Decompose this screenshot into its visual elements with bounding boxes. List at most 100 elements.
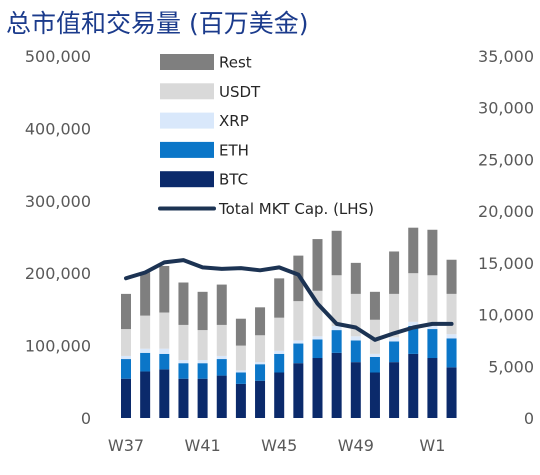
bar-rest-w49 — [350, 262, 361, 294]
bar-usdt-w48 — [331, 275, 342, 326]
bar-btc-w44 — [255, 380, 266, 418]
bar-rest-w44 — [255, 307, 266, 336]
legend-label-eth: ETH — [219, 141, 249, 159]
bar-usdt-w52 — [408, 273, 419, 322]
bar-xrp-w2 — [446, 334, 457, 339]
bar-btc-w50 — [369, 372, 380, 418]
left-tick-label: 400,000 — [25, 119, 91, 138]
bar-btc-w39 — [159, 369, 170, 418]
bar-rest-w1 — [427, 229, 438, 276]
bar-usdt-w43 — [235, 345, 246, 371]
legend-swatch-btc — [160, 171, 214, 188]
bar-btc-w43 — [235, 383, 246, 418]
bar-usdt-w45 — [274, 317, 285, 351]
bar-usdt-w37 — [121, 329, 131, 356]
bar-eth-w52 — [408, 325, 419, 354]
bar-eth-w49 — [350, 340, 361, 363]
bar-rest-w46 — [293, 255, 304, 302]
x-tick-label: W37 — [108, 436, 144, 455]
bar-eth-w48 — [331, 330, 342, 353]
bar-rest-w52 — [408, 227, 419, 274]
bar-xrp-w48 — [331, 325, 342, 331]
bar-xrp-w47 — [312, 336, 323, 340]
legend-label-xrp: XRP — [219, 112, 249, 130]
bar-rest-w40 — [178, 282, 189, 325]
bar-btc-w38 — [140, 371, 151, 418]
bar-xrp-w45 — [274, 350, 285, 354]
bar-xrp-w52 — [408, 321, 419, 326]
bar-rest-w42 — [216, 284, 227, 325]
bar-usdt-w41 — [197, 330, 208, 361]
bar-eth-w40 — [178, 363, 189, 379]
right-tick-label: 20,000 — [478, 202, 534, 221]
bar-usdt-w40 — [178, 324, 189, 361]
bars-layer — [121, 227, 457, 418]
bar-usdt-w2 — [446, 293, 457, 335]
bar-eth-w43 — [235, 372, 246, 384]
left-axis: 0 100,000 200,000 300,000 400,000 500,000 — [25, 47, 91, 428]
legend-label-total-mkt-cap-lhs: Total MKT Cap. (LHS) — [218, 200, 374, 218]
line-total-mkt-cap-lhs — [124, 258, 454, 342]
bar-usdt-w50 — [369, 319, 380, 354]
bar-xrp-w40 — [178, 360, 189, 364]
x-axis: W37 W41 W45 W49 W1 — [108, 436, 445, 455]
bar-eth-w47 — [312, 339, 323, 359]
bar-eth-w46 — [293, 343, 304, 364]
bar-usdt-w47 — [312, 290, 323, 337]
bar-rest-w48 — [331, 230, 342, 276]
legend: Rest USDT XRP ETH BTC Total MKT Cap. (LHS) — [158, 54, 374, 218]
left-tick-label: 200,000 — [25, 264, 91, 283]
bar-rest-w39 — [159, 265, 170, 313]
bar-xrp-w49 — [350, 336, 361, 341]
bar-xrp-w1 — [427, 325, 438, 330]
right-tick-label: 30,000 — [478, 99, 534, 118]
bar-eth-w38 — [140, 352, 151, 372]
bar-xrp-w51 — [389, 337, 400, 342]
legend-label-rest: Rest — [219, 54, 252, 72]
bar-rest-w37 — [121, 293, 131, 330]
bar-rest-w51 — [389, 251, 400, 294]
bar-eth-w44 — [255, 364, 266, 381]
bar-eth-w50 — [369, 356, 380, 373]
x-tick-label: W45 — [261, 436, 297, 455]
bar-btc-w1 — [427, 358, 438, 418]
bar-btc-w52 — [408, 353, 419, 418]
legend-label-usdt: USDT — [219, 83, 261, 101]
right-axis: 0 5,000 10,000 15,000 20,000 25,000 30,000 35,0… — [478, 47, 534, 428]
bar-rest-w50 — [369, 291, 380, 320]
bar-usdt-w39 — [159, 312, 170, 349]
bar-xrp-w39 — [159, 348, 170, 354]
bar-btc-w45 — [274, 372, 285, 418]
bar-eth-w45 — [274, 353, 285, 373]
bar-eth-w37 — [121, 359, 131, 379]
bar-btc-w40 — [178, 378, 189, 418]
bar-eth-w41 — [197, 363, 208, 379]
left-tick-label: 500,000 — [25, 47, 91, 66]
legend-label-btc: BTC — [219, 171, 248, 189]
bar-xrp-w38 — [140, 348, 151, 353]
bar-btc-w48 — [331, 352, 342, 418]
bar-xrp-w44 — [255, 362, 266, 365]
bar-xrp-w50 — [369, 353, 380, 357]
bar-xrp-w37 — [121, 355, 131, 360]
bar-btc-w47 — [312, 358, 323, 418]
right-tick-label: 10,000 — [478, 306, 534, 325]
bar-rest-w43 — [235, 318, 246, 346]
bar-usdt-w49 — [350, 293, 361, 337]
right-tick-label: 0 — [524, 409, 534, 428]
x-tick-label: W41 — [185, 436, 221, 455]
bar-rest-w45 — [274, 278, 285, 318]
legend-swatch-xrp — [160, 112, 214, 129]
bar-usdt-w1 — [427, 275, 438, 326]
bar-rest-w41 — [197, 291, 208, 331]
bar-eth-w51 — [389, 341, 400, 363]
bar-xrp-w42 — [216, 355, 227, 360]
bar-rest-w2 — [446, 259, 457, 294]
bar-usdt-w51 — [389, 293, 400, 338]
bar-usdt-w44 — [255, 335, 266, 363]
bar-eth-w42 — [216, 359, 227, 376]
bar-btc-w49 — [350, 362, 361, 418]
bar-btc-w51 — [389, 362, 400, 418]
bar-btc-w2 — [446, 367, 457, 418]
